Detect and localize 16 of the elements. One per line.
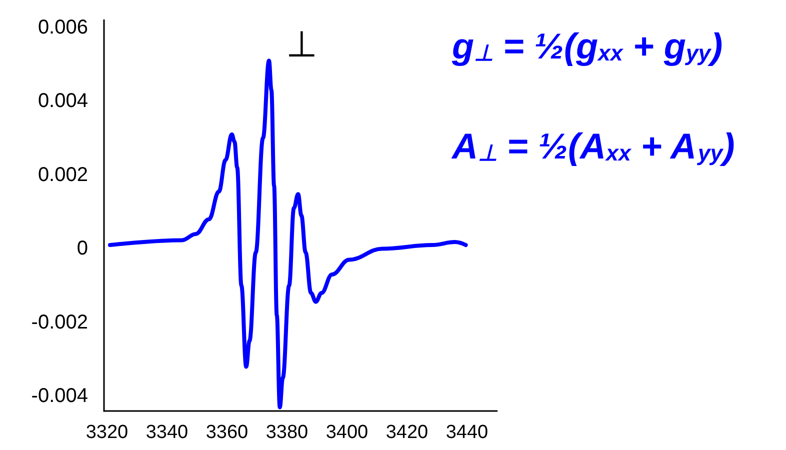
x-tick-label: 3440 [446,422,488,443]
x-tick-label: 3420 [386,422,428,443]
x-tick-label: 3320 [86,422,128,443]
annotation: ⊥ [286,24,317,64]
annotation: A⊥ = ½(Axx + Ayy) [451,126,735,166]
y-tick-label: 0.006 [38,16,88,38]
y-tick-label: -0.004 [31,385,88,408]
y-tick-label: 0.004 [38,90,88,112]
y-tick-label: 0.002 [38,164,88,186]
x-tick-label: 3340 [146,422,188,443]
y-tick-label: -0.002 [31,311,88,334]
x-tick-label: 3380 [266,422,308,443]
annotation: g⊥ = ½(gxx + gyy) [451,26,723,66]
x-tick-label: 3400 [326,422,368,443]
y-tick-label: 0 [76,238,88,260]
x-tick-label: 3360 [206,422,248,443]
